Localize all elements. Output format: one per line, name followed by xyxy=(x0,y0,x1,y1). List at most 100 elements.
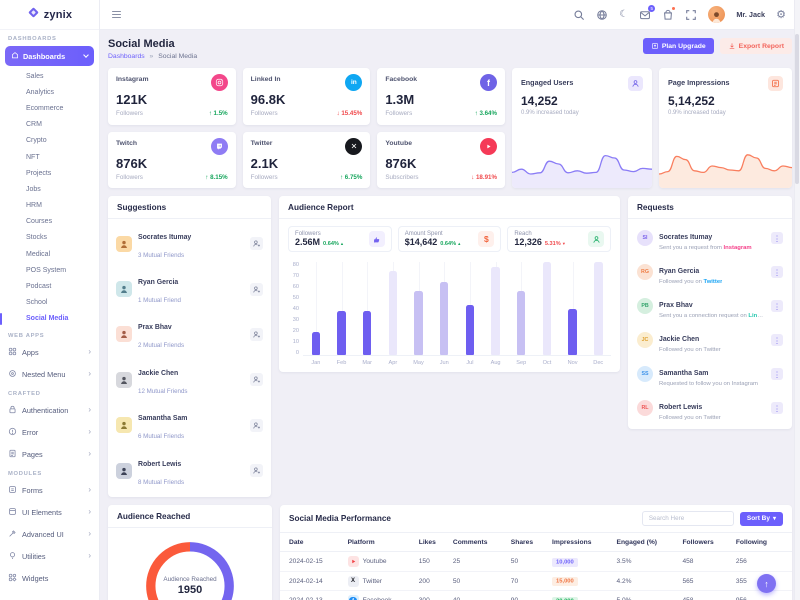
instagram-card: Instagram 121K Followers 1.5% xyxy=(108,68,236,125)
search-icon[interactable] xyxy=(573,9,585,21)
sidebar-item-apps[interactable]: Apps xyxy=(0,341,99,363)
sidebar-item-podcast[interactable]: Podcast xyxy=(26,283,52,291)
more-options-icon[interactable] xyxy=(771,266,783,278)
add-friend-button[interactable] xyxy=(250,418,264,432)
add-friend-button[interactable] xyxy=(250,327,264,341)
instagram-icon xyxy=(210,74,228,91)
plan-upgrade-button[interactable]: Plan Upgrade xyxy=(642,38,714,54)
sidebar-item-crm[interactable]: CRM xyxy=(26,121,42,129)
sidebar-item-nested-menu[interactable]: Nested Menu xyxy=(0,363,99,385)
person-name: Robert Lewis xyxy=(659,403,703,411)
list-item: SS Samantha Sam Requested to follow you o… xyxy=(628,357,792,391)
lock-icon xyxy=(8,405,17,416)
sort-by-button[interactable]: Sort By xyxy=(739,511,783,526)
column-header: Date xyxy=(280,533,344,553)
sidebar-item-analytics[interactable]: Analytics xyxy=(26,88,55,96)
user-avatar[interactable] xyxy=(708,6,726,23)
sidebar-item-forms[interactable]: Forms xyxy=(0,479,99,501)
sidebar-item-stocks[interactable]: Stocks xyxy=(26,234,48,242)
fullscreen-icon[interactable] xyxy=(685,9,697,21)
list-item: RG Ryan Gercia Followed you on Twitter xyxy=(628,255,792,289)
search-input[interactable] xyxy=(641,511,734,527)
sidebar-item-medical[interactable]: Medical xyxy=(26,250,51,258)
sidebar-item-advanced-ui[interactable]: Advanced UI xyxy=(0,523,99,545)
more-options-icon[interactable] xyxy=(771,368,783,380)
requests-title: Requests xyxy=(628,196,792,219)
sidebar-item-authentication[interactable]: Authentication xyxy=(0,399,99,421)
mutual-friends: 6 Mutual Friends xyxy=(138,433,185,441)
add-friend-button[interactable] xyxy=(250,237,264,251)
more-options-icon[interactable] xyxy=(771,232,783,244)
scroll-to-top-button[interactable] xyxy=(757,574,776,593)
sidebar-item-widgets[interactable]: Widgets xyxy=(0,567,99,589)
breadcrumb-root-link[interactable]: Dashboards xyxy=(108,53,145,60)
user-icon xyxy=(588,231,604,247)
engaged-users-note: 0.9% increased today xyxy=(521,110,579,116)
sidebar-item-error[interactable]: Error xyxy=(0,421,99,443)
person-name: Socrates Itumay xyxy=(659,233,713,241)
sidebar-item-hrm[interactable]: HRM xyxy=(26,202,42,210)
sidebar-item-courses[interactable]: Courses xyxy=(26,218,53,226)
sidebar-item-pages[interactable]: Pages xyxy=(0,443,99,465)
platform-name: Facebook xyxy=(385,76,418,83)
hamburger-menu-icon[interactable] xyxy=(112,10,121,19)
add-friend-button[interactable] xyxy=(250,282,264,296)
bar xyxy=(542,262,552,355)
sidebar-item-crypto[interactable]: Crypto xyxy=(26,137,47,145)
more-options-icon[interactable] xyxy=(771,300,783,312)
engaged-users-sparkline xyxy=(512,154,652,188)
sidebar-item-sales[interactable]: Sales xyxy=(26,72,44,80)
add-friend-button[interactable] xyxy=(250,373,264,387)
change-percent: 15.45% xyxy=(337,110,362,117)
cart-icon[interactable] xyxy=(662,6,676,21)
messages-icon[interactable]: 5 xyxy=(639,4,656,21)
home-icon xyxy=(11,51,19,61)
request-text: Followed you on Twitter xyxy=(659,278,723,285)
sidebar-item-dashboards[interactable]: Dashboards xyxy=(5,46,94,66)
sidebar-item-pos-system[interactable]: POS System xyxy=(26,266,67,274)
sidebar-item-social-media[interactable]: Social Media xyxy=(0,311,99,327)
more-options-icon[interactable] xyxy=(771,402,783,414)
suggestions-card: Suggestions Socrates Itumay 3 Mutual Frie… xyxy=(108,196,272,498)
metric-label: Followers xyxy=(250,110,278,117)
breadcrumb-current: Social Media xyxy=(158,53,198,60)
metric-label: Followers xyxy=(385,110,413,117)
scrollbar-thumb[interactable] xyxy=(795,34,799,184)
export-report-button[interactable]: Export Report xyxy=(719,38,792,54)
requests-card: Requests SI Socrates Itumay Sent you a re… xyxy=(628,196,792,429)
sidebar-item-ui-elements[interactable]: UI Elements xyxy=(0,501,99,523)
dollar-icon xyxy=(478,231,495,247)
add-friend-button[interactable] xyxy=(250,464,264,478)
sidebar-item-utilities[interactable]: Utilities xyxy=(0,545,99,567)
sidebar-item-jobs[interactable]: Jobs xyxy=(26,185,41,193)
sidebar-item-label: UI Elements xyxy=(22,507,62,517)
table-row: 2024-02-15 Youtube 150 25 50 10,000 3.5%… xyxy=(280,551,792,572)
brand-logo[interactable]: zynix xyxy=(0,0,99,30)
bar xyxy=(516,291,526,355)
list-item: RL Robert Lewis Followed you on Twitter xyxy=(628,391,792,425)
avatar: SS xyxy=(637,366,653,382)
window-icon xyxy=(8,507,17,518)
audience-reached-donut: Audience Reached 1950 xyxy=(141,537,239,600)
sidebar-item-label: Nested Menu xyxy=(22,369,66,379)
chevron-right-icon xyxy=(88,486,91,494)
request-text: Followed you on Twitter xyxy=(659,346,721,353)
dark-mode-moon-icon[interactable] xyxy=(619,9,628,20)
sidebar-item-ecommerce[interactable]: Ecommerce xyxy=(26,104,64,112)
sidebar-item-school[interactable]: School xyxy=(26,299,48,307)
sidebar-item-nft[interactable]: NFT xyxy=(26,153,40,161)
x-axis: Jan Feb Mar Apr May Jun Jul Aug Sep Oct Nov Dec xyxy=(311,360,604,366)
sidebar-item-projects[interactable]: Projects xyxy=(26,169,52,177)
settings-gear-icon[interactable] xyxy=(776,8,786,21)
metric-label: Subscribers xyxy=(385,173,419,181)
facebook-icon xyxy=(479,74,497,91)
reach-stat: Reach 12,326 5.31% xyxy=(507,226,611,252)
list-item: Ryan Gercia 1 Mutual Friend xyxy=(116,266,264,311)
sidebar-section-dashboards: DASHBOARDS xyxy=(8,36,57,42)
sidebar-section-modules: MODULES xyxy=(8,471,42,477)
user-name[interactable]: Mr. Jack xyxy=(736,10,766,19)
page-header: Social Media Dashboards » Social Media P… xyxy=(108,38,792,60)
translate-icon[interactable] xyxy=(596,9,608,21)
more-options-icon[interactable] xyxy=(771,334,783,346)
